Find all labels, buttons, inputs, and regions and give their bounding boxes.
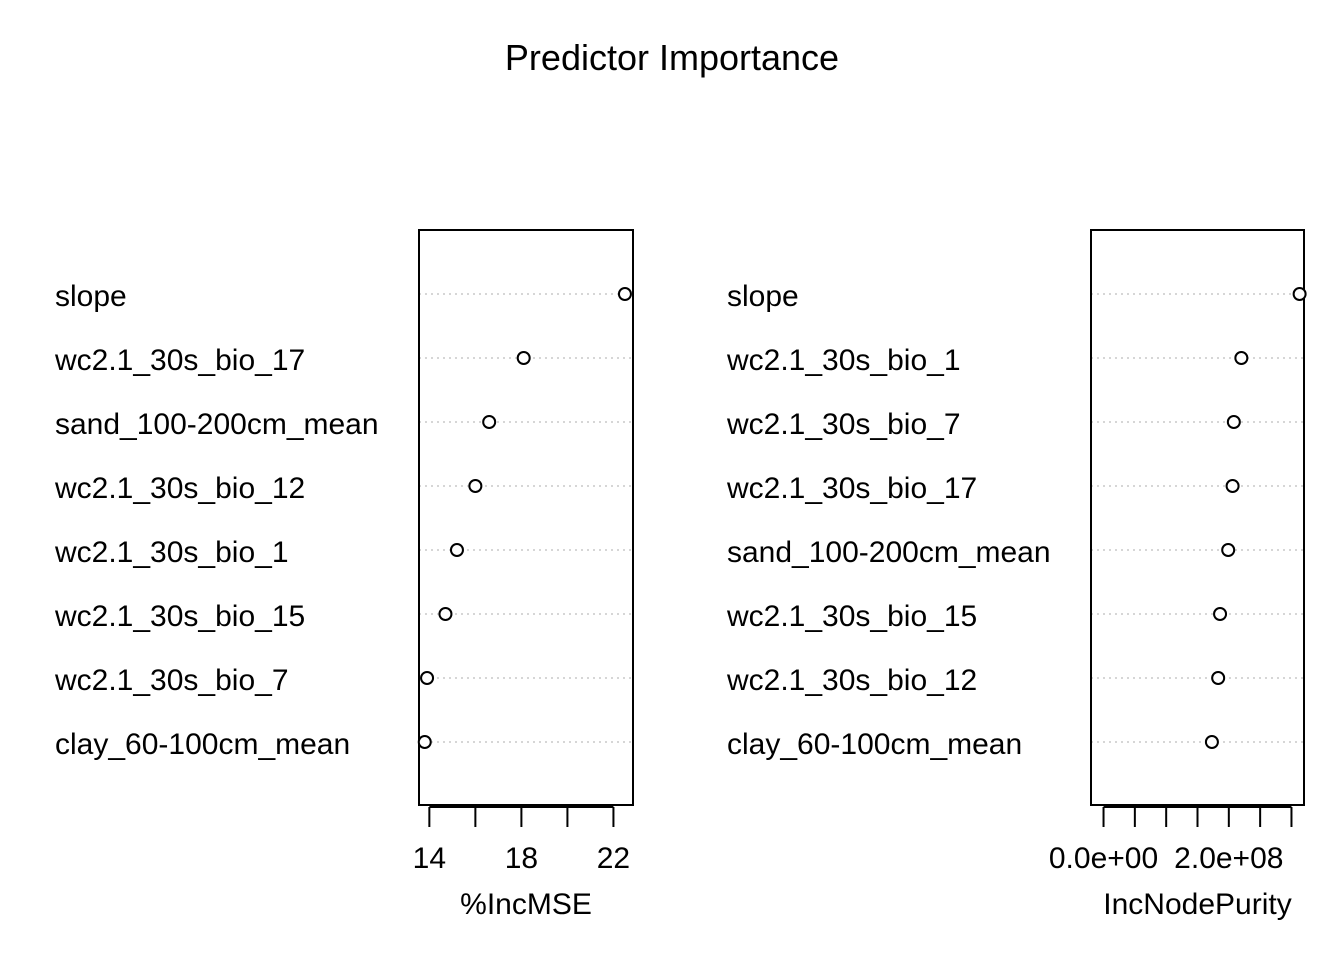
plot-frame <box>418 229 634 806</box>
category-label: wc2.1_30s_bio_15 <box>54 600 305 633</box>
category-label: wc2.1_30s_bio_17 <box>54 344 305 377</box>
category-label: slope <box>727 280 799 313</box>
data-point <box>482 415 497 429</box>
panel-incnodepurity: slope wc2.1_30s_bio_1 wc2.1_30s_bio_7 wc2.1… <box>726 229 1307 921</box>
data-point <box>1226 415 1241 429</box>
data-point <box>468 479 483 493</box>
data-point <box>1211 671 1226 685</box>
data-point <box>1213 607 1228 621</box>
data-point <box>438 607 453 621</box>
data-point <box>617 287 632 301</box>
figure-title: Predictor Importance <box>505 37 839 78</box>
data-point <box>1225 479 1240 493</box>
data-point <box>1234 351 1249 365</box>
data-point <box>417 735 432 749</box>
data-point <box>1292 287 1307 301</box>
category-label: wc2.1_30s_bio_7 <box>54 664 289 697</box>
category-label: wc2.1_30s_bio_17 <box>726 472 977 505</box>
data-point <box>516 351 531 365</box>
category-label: wc2.1_30s_bio_12 <box>54 472 305 505</box>
x-tick-label: 2.0e+08 <box>1174 842 1283 875</box>
category-label: wc2.1_30s_bio_15 <box>726 600 977 633</box>
x-tick-label: 14 <box>413 842 446 875</box>
category-label: clay_60-100cm_mean <box>55 728 350 761</box>
category-label: sand_100-200cm_mean <box>55 408 379 441</box>
x-axis-label: %IncMSE <box>460 888 592 921</box>
data-point <box>449 543 464 557</box>
x-tick-label: 0.0e+00 <box>1049 842 1158 875</box>
category-label: sand_100-200cm_mean <box>727 536 1051 569</box>
x-tick-label: 22 <box>597 842 630 875</box>
category-label: wc2.1_30s_bio_12 <box>726 664 977 697</box>
category-label: clay_60-100cm_mean <box>727 728 1022 761</box>
data-point <box>1204 735 1219 749</box>
plot-frame <box>1090 229 1305 806</box>
data-point <box>1221 543 1236 557</box>
category-label: slope <box>55 280 127 313</box>
category-label: wc2.1_30s_bio_1 <box>726 344 961 377</box>
category-label: wc2.1_30s_bio_1 <box>54 536 289 569</box>
data-point <box>420 671 435 685</box>
panel-incmse: slope wc2.1_30s_bio_17 sand_100-200cm_mean… <box>54 229 634 921</box>
category-label: wc2.1_30s_bio_7 <box>726 408 961 441</box>
x-tick-label: 18 <box>505 842 538 875</box>
x-axis-label: IncNodePurity <box>1103 888 1291 921</box>
